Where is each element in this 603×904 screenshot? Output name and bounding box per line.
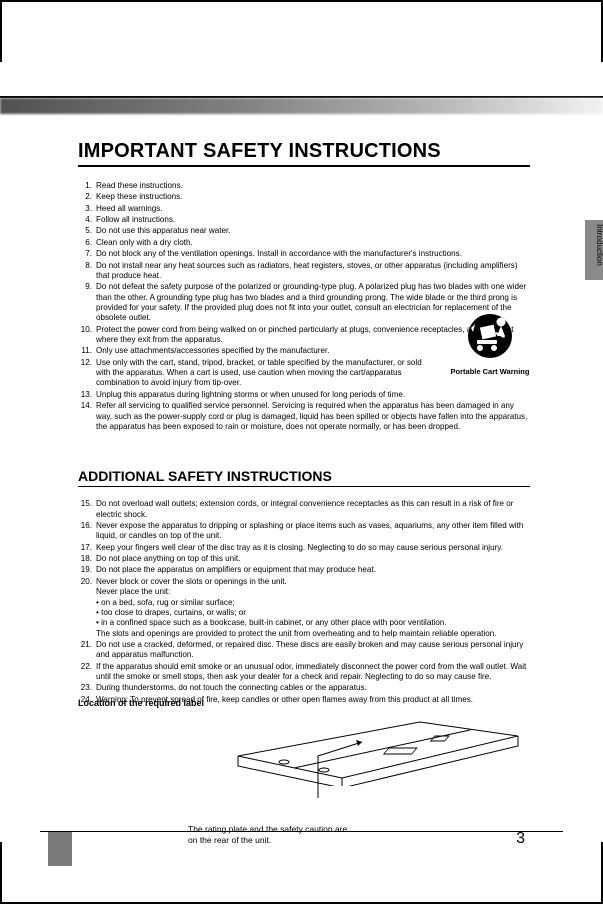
item-number: 10.	[78, 325, 96, 346]
item-text: Do not install near any heat sources suc…	[96, 261, 530, 282]
item-number: 23.	[78, 683, 96, 693]
item-number: 20.	[78, 577, 96, 639]
list-item: 15.Do not overload wall outlets; extensi…	[78, 499, 530, 520]
label-location-title: Location of the required label	[78, 698, 530, 708]
item-number: 5.	[78, 226, 96, 236]
item-number: 6.	[78, 238, 96, 248]
list-item: 3.Heed all warnings.	[78, 204, 530, 214]
list-item: 18.Do not place anything on top of this …	[78, 554, 530, 564]
list-item: 20.Never block or cover the slots or ope…	[78, 577, 530, 639]
list-item: 13.Unplug this apparatus during lightnin…	[78, 390, 530, 400]
callout-arrow	[316, 736, 376, 800]
section-tab-label: Introduction	[590, 224, 603, 276]
item-text: Clean only with a dry cloth.	[96, 238, 530, 248]
additional-title: ADDITIONAL SAFETY INSTRUCTIONS	[78, 468, 530, 487]
item-number: 16.	[78, 521, 96, 542]
item-text: Refer all servicing to qualified service…	[96, 401, 530, 432]
item-number: 3.	[78, 204, 96, 214]
item-text: Never block or cover the slots or openin…	[96, 577, 530, 639]
list-item: 1.Read these instructions.	[78, 181, 530, 191]
item-text: During thunderstorms, do not touch the c…	[96, 683, 530, 693]
item-number: 7.	[78, 249, 96, 259]
item-number: 8.	[78, 261, 96, 282]
item-number: 4.	[78, 215, 96, 225]
list-item: 4.Follow all instructions.	[78, 215, 530, 225]
list-item: 14.Refer all servicing to qualified serv…	[78, 401, 530, 432]
safety-list: 1.Read these instructions.2.Keep these i…	[78, 181, 530, 432]
list-item: 6.Clean only with a dry cloth.	[78, 238, 530, 248]
list-item: 21.Do not use a cracked, deformed, or re…	[78, 640, 530, 661]
footer-rule	[40, 831, 563, 832]
item-number: 9.	[78, 282, 96, 323]
main-title: IMPORTANT SAFETY INSTRUCTIONS	[78, 140, 530, 167]
item-text: Read these instructions.	[96, 181, 530, 191]
item-number: 21.	[78, 640, 96, 661]
item-text: Never expose the apparatus to dripping o…	[96, 521, 530, 542]
caption-line1: The rating plate and the safety caution …	[188, 824, 347, 834]
label-location-section: Location of the required label The ratin…	[78, 698, 530, 846]
header-gradient	[0, 98, 603, 114]
list-item: 23.During thunderstorms, do not touch th…	[78, 683, 530, 693]
item-number: 18.	[78, 554, 96, 564]
item-text: Do not block any of the ventilation open…	[96, 249, 530, 259]
item-text: If the apparatus should emit smoke or an…	[96, 662, 530, 683]
list-item: 17.Keep your fingers well clear of the d…	[78, 543, 530, 553]
item-text: Unplug this apparatus during lightning s…	[96, 390, 530, 400]
list-item: 2.Keep these instructions.	[78, 192, 530, 202]
list-item: 8.Do not install near any heat sources s…	[78, 261, 530, 282]
item-number: 11.	[78, 346, 96, 356]
list-item: 16.Never expose the apparatus to drippin…	[78, 521, 530, 542]
item-number: 19.	[78, 565, 96, 575]
item-text: Do not use this apparatus near water.	[96, 226, 530, 236]
item-number: 1.	[78, 181, 96, 191]
bottom-crop-marks	[0, 834, 603, 904]
item-number: 15.	[78, 499, 96, 520]
item-text: Keep your fingers well clear of the disc…	[96, 543, 530, 553]
additional-safety-list: 15.Do not overload wall outlets; extensi…	[78, 499, 530, 705]
item-number: 12.	[78, 358, 96, 389]
item-number: 13.	[78, 390, 96, 400]
list-item: 19.Do not place the apparatus on amplifi…	[78, 565, 530, 575]
list-item: 7.Do not block any of the ventilation op…	[78, 249, 530, 259]
cart-warning-figure: Portable Cart Warning	[450, 312, 530, 376]
item-text: Do not place anything on top of this uni…	[96, 554, 530, 564]
cart-warning-label: Portable Cart Warning	[450, 367, 530, 376]
content-area: IMPORTANT SAFETY INSTRUCTIONS 1.Read the…	[78, 140, 530, 706]
list-item: 5.Do not use this apparatus near water.	[78, 226, 530, 236]
item-text: Follow all instructions.	[96, 215, 530, 225]
item-text: Do not place the apparatus on amplifiers…	[96, 565, 530, 575]
item-number: 14.	[78, 401, 96, 432]
item-text: Heed all warnings.	[96, 204, 530, 214]
item-number: 17.	[78, 543, 96, 553]
item-text: Do not overload wall outlets; extension …	[96, 499, 530, 520]
item-number: 2.	[78, 192, 96, 202]
page: Introduction IMPORTANT SAFETY INSTRUCTIO…	[0, 0, 603, 904]
cart-warning-icon	[461, 312, 519, 360]
item-number: 22.	[78, 662, 96, 683]
list-item: 22.If the apparatus should emit smoke or…	[78, 662, 530, 683]
item-text: Do not use a cracked, deformed, or repai…	[96, 640, 530, 661]
item-text: Keep these instructions.	[96, 192, 530, 202]
device-illustration	[234, 718, 524, 786]
